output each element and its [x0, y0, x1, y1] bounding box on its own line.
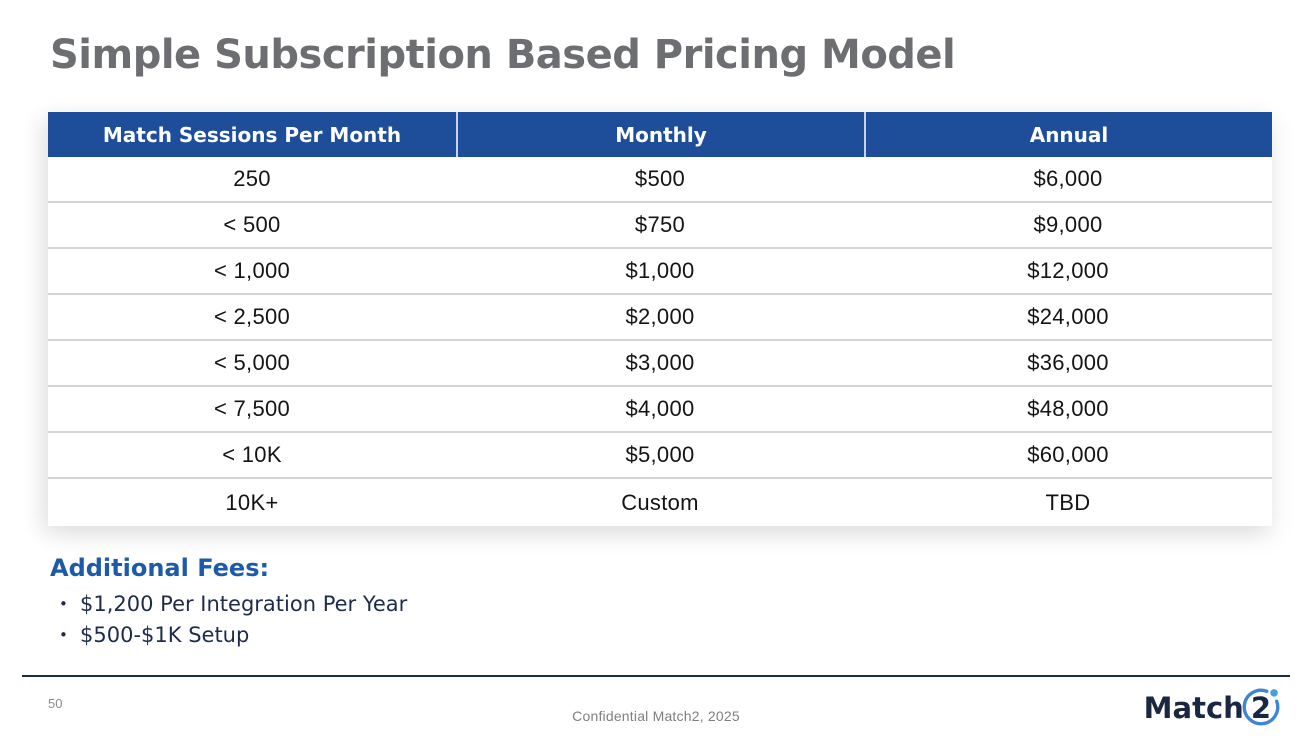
table-cell: $5,000 — [625, 442, 695, 467]
table-cell: $48,000 — [1027, 396, 1109, 421]
page-number: 50 — [48, 696, 63, 711]
table-cell: < 500 — [223, 212, 281, 237]
match2-logo: Match 2 — [1143, 688, 1280, 726]
table-cell: < 2,500 — [213, 304, 291, 329]
table-row: < 500 $750 $9,000 — [48, 203, 1272, 249]
bullet-icon: • — [59, 626, 68, 644]
column-header-monthly: Monthly — [456, 112, 864, 157]
fee-item: • $500-$1K Setup — [50, 620, 407, 651]
additional-fees-list: • $1,200 Per Integration Per Year • $500-$1… — [50, 589, 407, 651]
table-row: < 7,500 $4,000 $48,000 — [48, 387, 1272, 433]
table-cell: $6,000 — [1033, 166, 1103, 191]
table-cell: $36,000 — [1027, 350, 1109, 375]
table-cell: < 7,500 — [213, 396, 291, 421]
table-cell: $24,000 — [1027, 304, 1109, 329]
fee-item: • $1,200 Per Integration Per Year — [50, 589, 407, 620]
logo-text-main: Match — [1143, 691, 1244, 725]
bullet-icon: • — [59, 595, 68, 613]
table-row: < 10K $5,000 $60,000 — [48, 433, 1272, 479]
table-cell: $4,000 — [625, 396, 695, 421]
logo-arc-icon — [1242, 688, 1280, 726]
table-cell: $1,000 — [625, 258, 695, 283]
table-cell: < 10K — [222, 442, 282, 467]
table-cell: $500 — [634, 166, 686, 191]
fee-item-text: $500-$1K Setup — [80, 623, 250, 647]
table-cell: < 1,000 — [213, 258, 291, 283]
pricing-table-body: 250 $500 $6,000 < 500 $750 $9,000 < 1,000 $1,00… — [48, 157, 1272, 526]
additional-fees-heading: Additional Fees: — [50, 554, 270, 582]
column-header-sessions: Match Sessions Per Month — [102, 122, 402, 147]
table-cell: 10K+ — [225, 489, 279, 515]
table-cell: < 5,000 — [213, 350, 291, 375]
additional-fees-section: Additional Fees: • $1,200 Per Integration… — [50, 554, 407, 651]
pricing-table: Match Sessions Per Month Monthly Annual … — [48, 112, 1272, 526]
table-row: 10K+ Custom TBD — [48, 479, 1272, 526]
logo-text-num: 2 — [1242, 688, 1280, 726]
page-title: Simple Subscription Based Pricing Model — [50, 32, 956, 78]
confidential-text: Confidential Match2, 2025 — [572, 708, 740, 724]
table-row: < 5,000 $3,000 $36,000 — [48, 341, 1272, 387]
table-cell: TBD — [1045, 489, 1091, 515]
table-cell: 250 — [233, 166, 271, 191]
fee-item-text: $1,200 Per Integration Per Year — [80, 592, 408, 616]
table-cell: Custom — [621, 489, 699, 515]
table-row: < 2,500 $2,000 $24,000 — [48, 295, 1272, 341]
table-row: < 1,000 $1,000 $12,000 — [48, 249, 1272, 295]
table-cell: $750 — [634, 212, 686, 237]
table-row: 250 $500 $6,000 — [48, 157, 1272, 203]
pricing-table-header: Match Sessions Per Month Monthly Annual — [48, 112, 1272, 157]
column-header-annual: Annual — [864, 112, 1272, 157]
table-cell: $12,000 — [1027, 258, 1109, 283]
footer-divider — [22, 675, 1290, 677]
table-cell: $2,000 — [625, 304, 695, 329]
table-cell: $60,000 — [1027, 442, 1109, 467]
table-cell: $3,000 — [625, 350, 695, 375]
table-cell: $9,000 — [1033, 212, 1103, 237]
